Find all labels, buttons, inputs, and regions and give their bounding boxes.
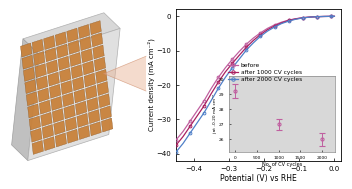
Polygon shape <box>28 28 120 161</box>
Polygon shape <box>22 55 33 69</box>
Polygon shape <box>12 39 39 161</box>
Polygon shape <box>86 85 97 99</box>
Polygon shape <box>35 64 46 78</box>
Polygon shape <box>49 84 61 98</box>
Polygon shape <box>20 43 32 57</box>
Polygon shape <box>51 96 62 110</box>
Polygon shape <box>77 113 88 127</box>
Polygon shape <box>84 73 95 87</box>
Polygon shape <box>42 125 54 139</box>
Polygon shape <box>81 49 93 63</box>
Polygon shape <box>104 56 146 91</box>
Polygon shape <box>90 21 101 35</box>
Polygon shape <box>70 53 81 67</box>
Polygon shape <box>44 36 55 50</box>
Polygon shape <box>67 129 78 143</box>
Polygon shape <box>97 81 108 95</box>
Polygon shape <box>88 110 100 124</box>
Polygon shape <box>99 94 110 108</box>
Polygon shape <box>90 122 101 136</box>
Legend: before, after 1000 CV cycles, after 2000 CV cycles: before, after 1000 CV cycles, after 2000… <box>225 61 304 85</box>
Polygon shape <box>31 128 42 142</box>
Polygon shape <box>23 13 120 54</box>
Polygon shape <box>61 81 73 94</box>
Polygon shape <box>32 39 44 53</box>
Polygon shape <box>87 98 99 112</box>
Polygon shape <box>75 101 87 115</box>
Polygon shape <box>65 117 77 131</box>
Polygon shape <box>39 100 51 114</box>
Polygon shape <box>46 60 58 74</box>
Polygon shape <box>78 125 90 139</box>
Polygon shape <box>71 65 82 79</box>
Polygon shape <box>78 24 90 38</box>
Polygon shape <box>74 89 86 103</box>
Polygon shape <box>91 33 103 47</box>
Polygon shape <box>33 51 45 65</box>
Polygon shape <box>73 77 84 91</box>
Polygon shape <box>68 40 80 54</box>
Polygon shape <box>100 106 111 120</box>
Polygon shape <box>101 118 113 132</box>
Polygon shape <box>67 28 78 42</box>
Polygon shape <box>58 56 69 70</box>
Polygon shape <box>80 37 91 51</box>
X-axis label: Potential (V) vs RHE: Potential (V) vs RHE <box>220 174 297 183</box>
Polygon shape <box>45 48 57 62</box>
Polygon shape <box>59 68 71 82</box>
Polygon shape <box>54 121 65 135</box>
Polygon shape <box>44 137 55 151</box>
Polygon shape <box>62 93 74 107</box>
Polygon shape <box>55 133 67 147</box>
Polygon shape <box>28 104 39 118</box>
Polygon shape <box>41 112 52 126</box>
Polygon shape <box>32 140 43 154</box>
Polygon shape <box>93 45 104 59</box>
Y-axis label: Current density (mA cm⁻²): Current density (mA cm⁻²) <box>147 39 155 132</box>
Polygon shape <box>64 105 75 119</box>
Polygon shape <box>83 61 94 75</box>
Polygon shape <box>94 57 106 71</box>
Polygon shape <box>25 80 36 94</box>
Polygon shape <box>23 67 35 81</box>
Polygon shape <box>55 32 67 46</box>
Polygon shape <box>36 76 48 90</box>
Polygon shape <box>29 116 40 130</box>
Polygon shape <box>96 69 107 83</box>
Polygon shape <box>57 44 68 58</box>
Polygon shape <box>26 92 38 106</box>
Polygon shape <box>52 109 64 123</box>
Polygon shape <box>48 72 59 86</box>
Polygon shape <box>38 88 49 102</box>
